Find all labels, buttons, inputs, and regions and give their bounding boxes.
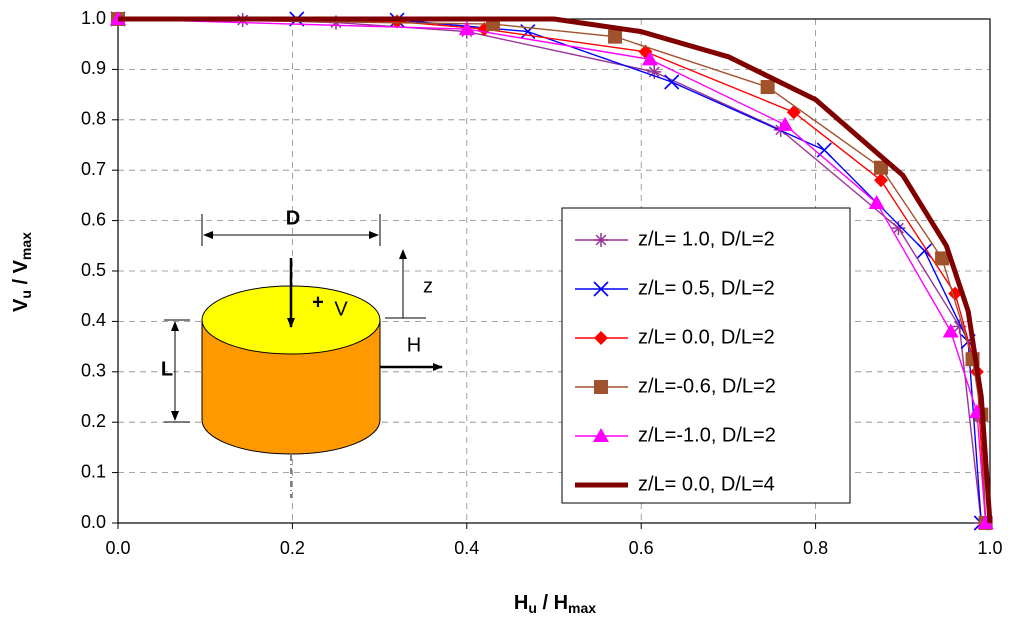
annotation: D	[286, 207, 300, 229]
y-title-part: u	[18, 290, 34, 299]
marker	[874, 160, 888, 175]
marker	[647, 64, 662, 79]
marker	[777, 116, 794, 131]
marker	[594, 233, 608, 247]
marker	[608, 29, 623, 44]
y-tick-label: 0.2	[81, 411, 106, 431]
y-tick-label: 0.8	[81, 109, 106, 129]
y-axis-title: Vu / Vmax	[10, 232, 33, 312]
y-tick-label: 0.4	[81, 310, 106, 330]
series-group	[110, 11, 994, 531]
x-tick-label: 0.8	[803, 538, 828, 558]
marker	[760, 80, 775, 95]
y-tick-label: 0.3	[81, 361, 106, 381]
marker	[594, 380, 608, 394]
marker	[664, 74, 680, 90]
diagram	[164, 214, 443, 498]
legend: z/L= 1.0, D/L=2 z/L= 0.5, D/L=2 z/L= 0.0, …	[575, 228, 776, 495]
x-title-part: max	[568, 600, 596, 616]
series-line	[118, 16, 993, 524]
marker	[952, 319, 967, 334]
annotation: V	[334, 298, 348, 320]
x-title-part: u	[528, 600, 537, 616]
x-title-part: H	[514, 592, 528, 614]
legend-label: z/L= 0.0, D/L=2	[638, 326, 775, 348]
x-tick-label: 0.0	[105, 538, 130, 558]
y-tick-label: 1.0	[81, 8, 106, 28]
annotation: +	[312, 291, 324, 313]
series-line	[117, 18, 987, 524]
legend-box	[561, 207, 851, 504]
marker	[593, 428, 609, 442]
marker	[594, 331, 608, 345]
legend-label: z/L=-1.0, D/L=2	[638, 424, 776, 446]
annotation: L	[161, 358, 173, 380]
y-title-part: / V	[10, 259, 32, 290]
annotation: H	[407, 334, 421, 356]
y-title-part: V	[10, 298, 32, 312]
annotation: z	[423, 275, 433, 297]
x-tick-label: 1.0	[977, 538, 1002, 558]
y-tick-label: 0.5	[81, 260, 106, 280]
marker	[942, 323, 959, 338]
marker	[868, 194, 885, 209]
marker	[786, 105, 801, 120]
marker	[458, 21, 475, 36]
y-tick-label: 0.6	[81, 209, 106, 229]
x-tick-label: 0.2	[280, 538, 305, 558]
x-tick-label: 0.4	[454, 538, 479, 558]
legend-label: z/L= 0.5, D/L=2	[638, 277, 775, 299]
y-tick-label: 0.9	[81, 58, 106, 78]
grid	[112, 18, 991, 529]
marker	[641, 51, 658, 66]
y-tick-label: 0.1	[81, 461, 106, 481]
x-title-part: / H	[537, 592, 568, 614]
legend-label: z/L= 1.0, D/L=2	[638, 228, 775, 250]
x-tick-label: 0.6	[629, 538, 654, 558]
cylinder-body	[201, 319, 381, 455]
marker	[977, 515, 994, 529]
legend-label: z/L= 0.0, D/L=4	[638, 473, 775, 495]
marker	[917, 243, 933, 259]
legend-label: z/L=-0.6, D/L=2	[638, 375, 776, 397]
marker	[593, 281, 609, 297]
marker	[891, 221, 906, 236]
x-axis-title: Hu / Hmax	[514, 592, 596, 615]
y-tick-label: 0.7	[81, 159, 106, 179]
y-tick-label: 0.0	[81, 512, 106, 532]
marker	[935, 251, 950, 266]
marker	[874, 173, 888, 188]
y-title-part: max	[18, 232, 34, 260]
